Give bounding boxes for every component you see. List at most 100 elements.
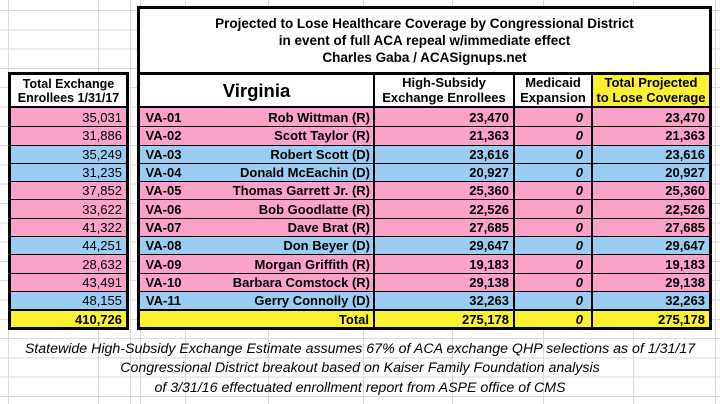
medicaid-header-line1: Medicaid xyxy=(525,75,581,90)
high-subsidy-cell: 27,685 xyxy=(373,218,513,237)
grid-vline xyxy=(715,0,716,404)
high-subsidy-cell: 29,647 xyxy=(373,237,513,255)
high-subsidy-header-cell: High-Subsidy Exchange Enrollees xyxy=(373,75,513,106)
total-medicaid-cell: 0 xyxy=(513,311,591,327)
medicaid-expansion-cell: 0 xyxy=(513,127,591,145)
enrollees-row: 31,235 xyxy=(11,162,126,182)
high-subsidy-cell: 19,183 xyxy=(373,255,513,273)
medicaid-expansion-cell: 0 xyxy=(513,291,591,310)
total-projected-cell: 22,526 xyxy=(591,200,709,218)
district-table: Virginia High-Subsidy Exchange Enrollees… xyxy=(137,72,712,330)
enrollees-row: 37,852 xyxy=(11,181,126,200)
district-code-cell: VA-07 xyxy=(140,218,187,237)
exchange-enrollees-cell: 44,251 xyxy=(82,238,122,254)
district-row: VA-01 Rob Wittman (R) 23,470 0 23,470 xyxy=(140,108,709,127)
medicaid-expansion-cell: 0 xyxy=(513,182,591,200)
medicaid-expansion-cell: 0 xyxy=(513,163,591,182)
medicaid-header-cell: Medicaid Expansion xyxy=(513,75,591,106)
enrollees-row: 41,322 xyxy=(11,217,126,237)
district-row: VA-07 Dave Brat (R) 27,685 0 27,685 xyxy=(140,217,709,237)
total-projected-cell: 275,178 xyxy=(591,311,709,327)
representative-cell: Gerry Connolly (D) xyxy=(187,291,373,310)
total-header-line2: to Lose Coverage xyxy=(596,89,706,105)
total-projected-cell: 29,138 xyxy=(591,273,709,291)
total-projected-cell: 20,927 xyxy=(591,163,709,182)
total-projected-cell: 25,360 xyxy=(591,182,709,200)
representative-cell: Rob Wittman (R) xyxy=(187,108,373,127)
totals-row: Total 275,178 0 275,178 xyxy=(140,309,709,327)
district-row: VA-11 Gerry Connolly (D) 32,263 0 32,263 xyxy=(140,290,709,310)
district-code-cell: VA-05 xyxy=(140,182,187,200)
column-header-row: Virginia High-Subsidy Exchange Enrollees… xyxy=(140,75,709,108)
medicaid-expansion-cell: 0 xyxy=(513,237,591,255)
medicaid-expansion-cell: 0 xyxy=(513,108,591,127)
high-subsidy-cell: 25,360 xyxy=(373,182,513,200)
footnotes: Statewide High-Subsidy Exchange Estimate… xyxy=(0,340,720,398)
total-projected-cell: 21,363 xyxy=(591,127,709,145)
high-subsidy-header-line2: Exchange Enrollees xyxy=(382,89,506,105)
medicaid-header-line2: Expansion xyxy=(520,89,586,105)
footnote-line-3: of 3/31/16 effectuated enrollment report… xyxy=(154,379,566,396)
enrollees-row: 43,491 xyxy=(11,272,126,291)
total-projected-cell: 29,647 xyxy=(591,237,709,255)
enrollees-row: 28,632 xyxy=(11,254,126,273)
left-column-header: Total Exchange Enrollees 1/31/17 xyxy=(11,75,126,108)
enrollees-row: 35,031 xyxy=(11,108,126,127)
total-exchange-enrollees-column: Total Exchange Enrollees 1/31/17 35,031 … xyxy=(8,72,129,330)
representative-cell: Barbara Comstock (R) xyxy=(187,273,373,291)
district-row: VA-03 Robert Scott (D) 23,616 0 23,616 xyxy=(140,144,709,163)
total-projected-cell: 23,616 xyxy=(591,145,709,163)
district-code-cell: VA-03 xyxy=(140,145,187,163)
exchange-enrollees-cell: 33,622 xyxy=(82,201,122,217)
enrollees-row: 35,249 xyxy=(11,144,126,163)
high-subsidy-cell: 29,138 xyxy=(373,273,513,291)
high-subsidy-cell: 21,363 xyxy=(373,127,513,145)
medicaid-expansion-cell: 0 xyxy=(513,218,591,237)
medicaid-expansion-cell: 0 xyxy=(513,273,591,291)
representative-cell: Bob Goodlatte (R) xyxy=(187,200,373,218)
total-high-subsidy-cell: 275,178 xyxy=(373,311,513,327)
district-row: VA-04 Donald McEachin (D) 20,927 0 20,92… xyxy=(140,162,709,182)
district-code-cell: VA-09 xyxy=(140,255,187,273)
total-projected-cell: 19,183 xyxy=(591,255,709,273)
exchange-enrollees-cell: 35,249 xyxy=(82,146,122,162)
title-line-1: Projected to Lose Healthcare Coverage by… xyxy=(215,16,634,31)
total-label-cell: Total xyxy=(140,311,373,327)
district-row: VA-06 Bob Goodlatte (R) 22,526 0 22,526 xyxy=(140,199,709,218)
grid-vline xyxy=(130,0,131,404)
district-code-cell: VA-06 xyxy=(140,200,187,218)
main-rows: VA-01 Rob Wittman (R) 23,470 0 23,470 VA… xyxy=(140,108,709,310)
medicaid-expansion-cell: 0 xyxy=(513,255,591,273)
enrollees-row: 31,886 xyxy=(11,126,126,145)
total-header-line1: Total Projected xyxy=(604,75,698,90)
district-row: VA-09 Morgan Griffith (R) 19,183 0 19,18… xyxy=(140,254,709,273)
left-header-line-2: Enrollees 1/31/17 xyxy=(17,90,120,105)
district-code-cell: VA-04 xyxy=(140,163,187,182)
district-code-cell: VA-02 xyxy=(140,127,187,145)
district-row: VA-02 Scott Taylor (R) 21,363 0 21,363 xyxy=(140,126,709,145)
enrollees-row: 44,251 xyxy=(11,236,126,255)
exchange-enrollees-cell: 48,155 xyxy=(82,293,122,309)
representative-cell: Donald McEachin (D) xyxy=(187,163,373,182)
district-row: VA-10 Barbara Comstock (R) 29,138 0 29,1… xyxy=(140,272,709,291)
district-code-cell: VA-10 xyxy=(140,273,187,291)
total-projected-cell: 32,263 xyxy=(591,291,709,310)
high-subsidy-cell: 23,470 xyxy=(373,108,513,127)
representative-cell: Thomas Garrett Jr. (R) xyxy=(187,182,373,200)
enrollees-row: 33,622 xyxy=(11,199,126,218)
left-total-cell: 410,726 xyxy=(11,309,126,327)
title-attribution: Charles Gaba / ACASignups.net xyxy=(322,50,527,65)
high-subsidy-cell: 20,927 xyxy=(373,163,513,182)
high-subsidy-cell: 23,616 xyxy=(373,145,513,163)
district-code-cell: VA-11 xyxy=(140,291,187,310)
representative-cell: Robert Scott (D) xyxy=(187,145,373,163)
exchange-enrollees-cell: 31,235 xyxy=(82,165,122,181)
table-title-block: Projected to Lose Healthcare Coverage by… xyxy=(137,6,712,72)
district-code-cell: VA-08 xyxy=(140,237,187,255)
exchange-enrollees-cell: 35,031 xyxy=(82,109,122,125)
exchange-enrollees-cell: 43,491 xyxy=(82,274,122,290)
total-projected-cell: 27,685 xyxy=(591,218,709,237)
medicaid-expansion-cell: 0 xyxy=(513,200,591,218)
district-row: VA-05 Thomas Garrett Jr. (R) 25,360 0 25… xyxy=(140,181,709,200)
